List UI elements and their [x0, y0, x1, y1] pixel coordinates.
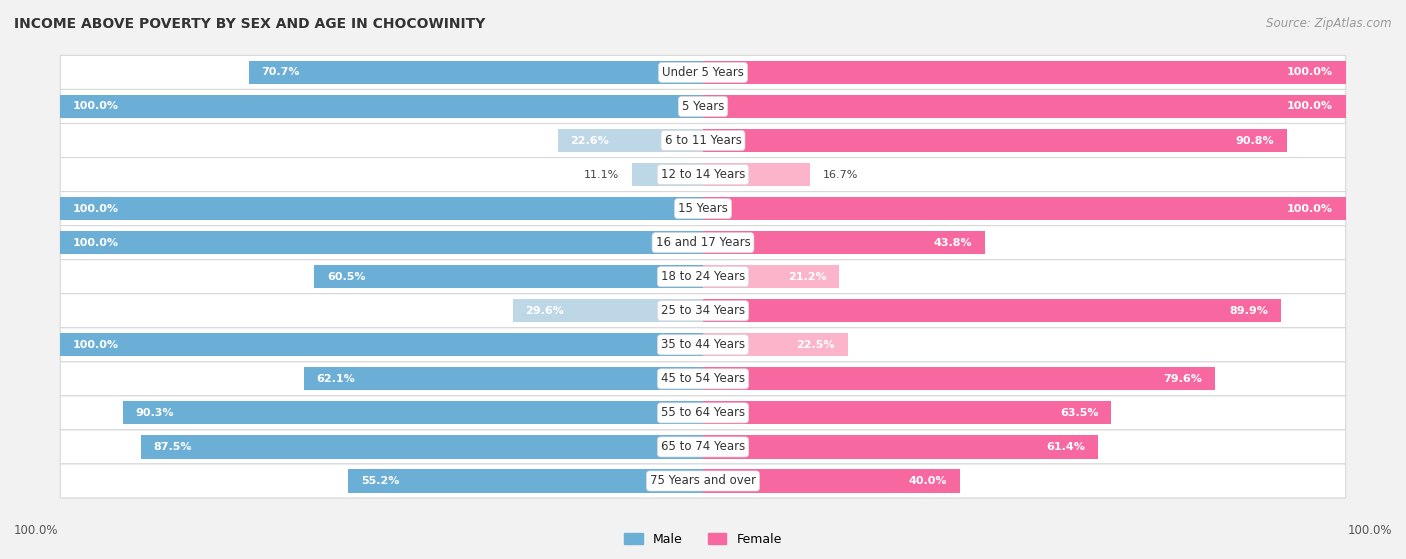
FancyBboxPatch shape — [60, 158, 1346, 192]
FancyBboxPatch shape — [60, 430, 1346, 464]
FancyBboxPatch shape — [60, 260, 1346, 293]
Text: 40.0%: 40.0% — [908, 476, 948, 486]
Text: 100.0%: 100.0% — [1286, 68, 1333, 78]
FancyBboxPatch shape — [60, 293, 1346, 328]
Bar — [141, 435, 703, 458]
FancyBboxPatch shape — [60, 396, 1346, 430]
Text: 18 to 24 Years: 18 to 24 Years — [661, 270, 745, 283]
Bar — [249, 61, 703, 84]
Text: 55 to 64 Years: 55 to 64 Years — [661, 406, 745, 419]
Bar — [703, 231, 984, 254]
Text: 15 Years: 15 Years — [678, 202, 728, 215]
Text: 89.9%: 89.9% — [1229, 306, 1268, 316]
Text: 90.8%: 90.8% — [1234, 135, 1274, 145]
Text: 11.1%: 11.1% — [583, 169, 619, 179]
Text: 22.6%: 22.6% — [571, 135, 609, 145]
Text: 12 to 14 Years: 12 to 14 Years — [661, 168, 745, 181]
Text: 6 to 11 Years: 6 to 11 Years — [665, 134, 741, 147]
Text: 100.0%: 100.0% — [73, 238, 120, 248]
FancyBboxPatch shape — [60, 328, 1346, 362]
Text: 70.7%: 70.7% — [262, 68, 299, 78]
Bar — [122, 401, 703, 424]
Text: 100.0%: 100.0% — [73, 203, 120, 214]
Text: INCOME ABOVE POVERTY BY SEX AND AGE IN CHOCOWINITY: INCOME ABOVE POVERTY BY SEX AND AGE IN C… — [14, 17, 485, 31]
Bar — [703, 470, 960, 492]
FancyBboxPatch shape — [60, 55, 1346, 89]
Bar — [703, 95, 1346, 118]
Text: 43.8%: 43.8% — [934, 238, 972, 248]
Legend: Male, Female: Male, Female — [619, 528, 787, 551]
Text: 21.2%: 21.2% — [787, 272, 827, 282]
Text: 65 to 74 Years: 65 to 74 Years — [661, 440, 745, 453]
Text: 100.0%: 100.0% — [73, 102, 120, 111]
FancyBboxPatch shape — [60, 192, 1346, 226]
Text: 5 Years: 5 Years — [682, 100, 724, 113]
Bar — [703, 163, 810, 186]
Text: 75 Years and over: 75 Years and over — [650, 475, 756, 487]
Bar — [703, 61, 1346, 84]
Text: 16 and 17 Years: 16 and 17 Years — [655, 236, 751, 249]
Text: 79.6%: 79.6% — [1163, 374, 1202, 384]
Text: 100.0%: 100.0% — [14, 524, 59, 537]
Text: 100.0%: 100.0% — [73, 340, 120, 350]
Bar — [349, 470, 703, 492]
Bar — [314, 265, 703, 288]
Text: 100.0%: 100.0% — [1286, 102, 1333, 111]
Bar — [703, 333, 848, 357]
Text: 35 to 44 Years: 35 to 44 Years — [661, 338, 745, 351]
Text: 90.3%: 90.3% — [135, 408, 174, 418]
Bar — [304, 367, 703, 390]
Text: 29.6%: 29.6% — [526, 306, 564, 316]
Bar — [60, 333, 703, 357]
Text: 100.0%: 100.0% — [1286, 203, 1333, 214]
Text: 25 to 34 Years: 25 to 34 Years — [661, 304, 745, 318]
Bar — [703, 435, 1098, 458]
FancyBboxPatch shape — [60, 124, 1346, 158]
Bar — [703, 367, 1215, 390]
FancyBboxPatch shape — [60, 89, 1346, 124]
Text: 60.5%: 60.5% — [328, 272, 366, 282]
Bar — [60, 197, 703, 220]
Bar — [703, 299, 1281, 323]
Bar — [703, 265, 839, 288]
FancyBboxPatch shape — [60, 464, 1346, 498]
FancyBboxPatch shape — [60, 226, 1346, 260]
Text: 87.5%: 87.5% — [153, 442, 193, 452]
Text: 62.1%: 62.1% — [316, 374, 356, 384]
Text: Source: ZipAtlas.com: Source: ZipAtlas.com — [1267, 17, 1392, 30]
Text: 16.7%: 16.7% — [823, 169, 859, 179]
Bar — [60, 231, 703, 254]
Bar — [60, 95, 703, 118]
Bar — [631, 163, 703, 186]
Bar — [703, 129, 1286, 152]
Bar — [703, 401, 1111, 424]
Text: 100.0%: 100.0% — [1347, 524, 1392, 537]
Text: 61.4%: 61.4% — [1046, 442, 1085, 452]
FancyBboxPatch shape — [60, 362, 1346, 396]
Text: 55.2%: 55.2% — [361, 476, 399, 486]
Text: 63.5%: 63.5% — [1060, 408, 1098, 418]
Bar — [513, 299, 703, 323]
Text: 45 to 54 Years: 45 to 54 Years — [661, 372, 745, 385]
Bar — [558, 129, 703, 152]
Text: 22.5%: 22.5% — [796, 340, 835, 350]
Bar — [703, 197, 1346, 220]
Text: Under 5 Years: Under 5 Years — [662, 66, 744, 79]
